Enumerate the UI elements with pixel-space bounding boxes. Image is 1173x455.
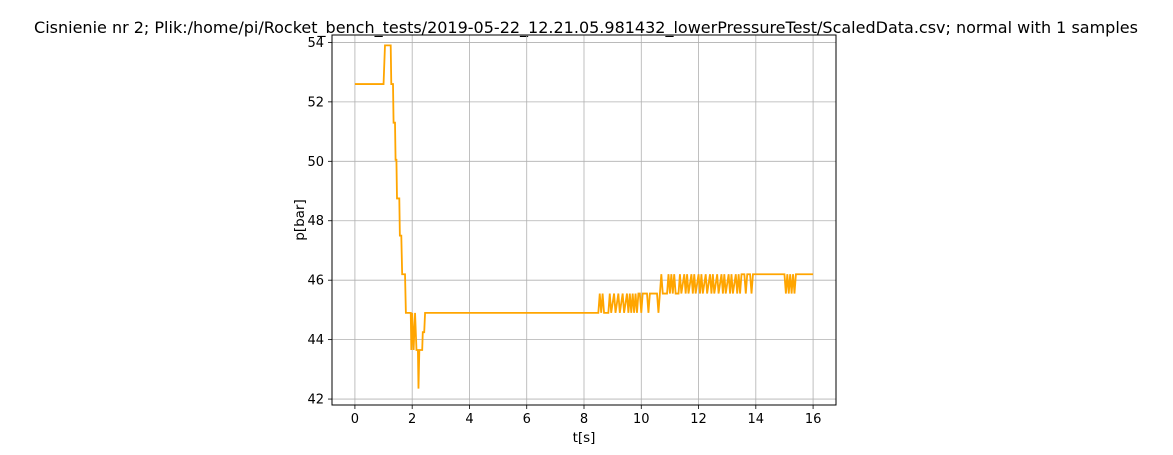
x-tick-labels: 0 2 4 6 8 10 12 14 16 <box>351 412 822 427</box>
x-tick-label: 10 <box>633 412 650 427</box>
x-tick-label: 12 <box>690 412 707 427</box>
pressure-series-line <box>354 44 814 389</box>
y-tick-label: 48 <box>307 214 324 229</box>
x-tick-label: 2 <box>408 412 416 427</box>
x-axis-label: t[s] <box>573 430 596 446</box>
x-tick-label: 16 <box>805 412 822 427</box>
chart-title: Cisnienie nr 2; Plik:/home/pi/Rocket_ben… <box>34 18 1138 38</box>
x-tick-label: 6 <box>523 412 531 427</box>
x-tick-label: 0 <box>351 412 359 427</box>
y-tick-labels: 42 44 46 48 50 52 54 <box>307 36 324 408</box>
y-tick-label: 52 <box>307 95 324 110</box>
tick-marks <box>328 42 814 409</box>
x-tick-label: 4 <box>465 412 473 427</box>
x-tick-label: 14 <box>748 412 765 427</box>
series-layer <box>354 44 814 389</box>
x-tick-label: 8 <box>580 412 588 427</box>
grid-lines <box>332 35 836 405</box>
y-tick-label: 42 <box>307 393 324 408</box>
y-axis-label: p[bar] <box>292 199 308 241</box>
y-tick-label: 54 <box>307 36 324 51</box>
y-tick-label: 44 <box>307 333 324 348</box>
y-tick-label: 46 <box>307 274 324 289</box>
y-tick-label: 50 <box>307 155 324 170</box>
